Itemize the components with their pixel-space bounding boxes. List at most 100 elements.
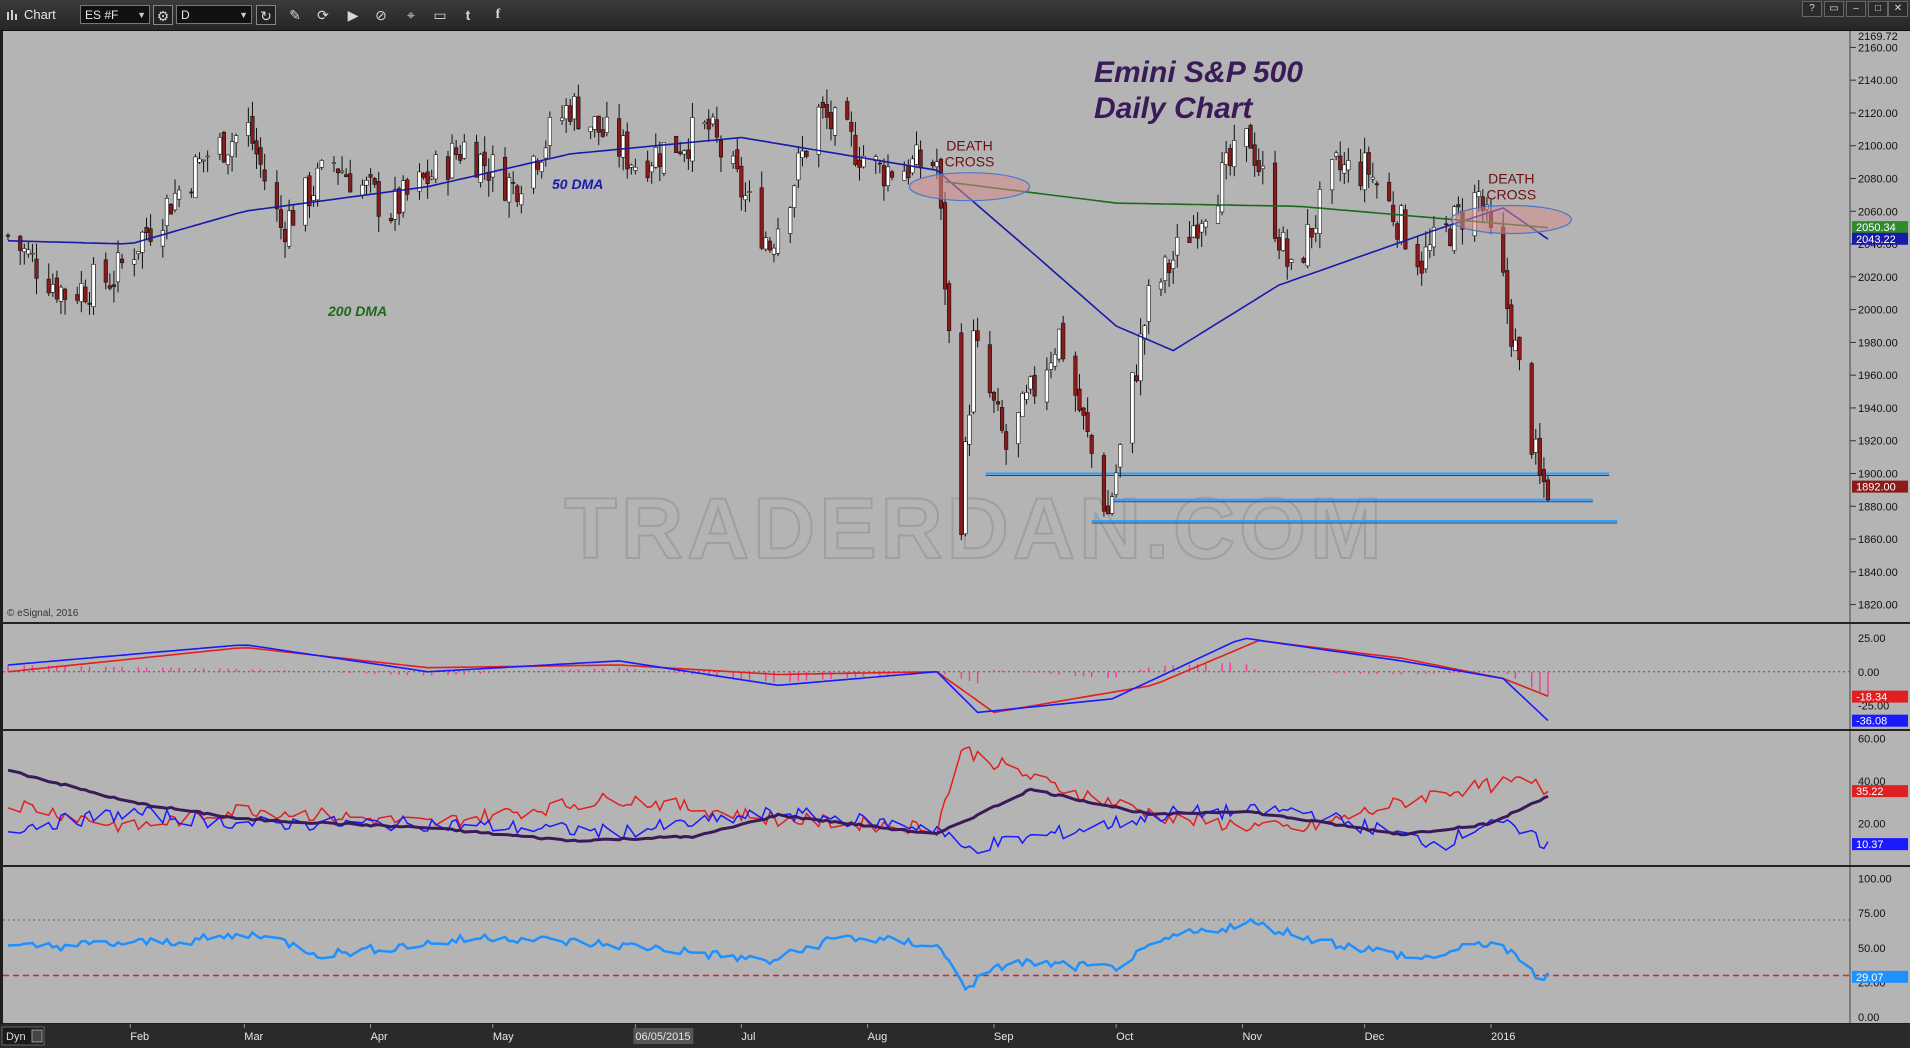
candle-body <box>1427 244 1432 251</box>
candle-body <box>1260 165 1265 169</box>
candles <box>5 84 1551 541</box>
twitter-icon[interactable]: t <box>465 7 471 23</box>
price-tick-label: 1820.00 <box>1858 600 1898 612</box>
symbol-input[interactable]: ES #F ▼ <box>80 5 150 24</box>
price-label-box <box>1852 232 1908 245</box>
candle-body <box>360 184 365 196</box>
candle-body <box>690 117 695 162</box>
candle-body <box>376 181 381 217</box>
candle-body <box>1358 161 1363 187</box>
close-button[interactable]: ✕ <box>1888 1 1908 17</box>
indicator-tick-label: 75.00 <box>1858 908 1886 920</box>
price-tick-label: 2140.00 <box>1858 75 1898 87</box>
candle-body <box>1281 232 1286 251</box>
candle-body <box>824 104 829 118</box>
candle-body <box>201 159 206 162</box>
date-tick-label: Mar <box>244 1031 263 1043</box>
candle-body <box>46 278 51 294</box>
price-tick-label: 2080.00 <box>1858 174 1898 186</box>
candle-body <box>967 414 972 445</box>
dmi-panel <box>3 731 1850 865</box>
candle-body <box>1105 505 1111 515</box>
candle-body <box>995 401 1001 405</box>
candle-body <box>1020 393 1025 418</box>
candle-body <box>1138 333 1143 382</box>
candle-body <box>828 112 834 130</box>
settings-icon[interactable]: ⚙ <box>153 5 173 25</box>
candle-body <box>1545 479 1551 501</box>
candle-body <box>645 160 650 179</box>
maximize-button[interactable]: □ <box>1868 1 1888 17</box>
chevron-down-icon[interactable]: ▼ <box>137 10 146 20</box>
tag-icon[interactable]: ⌖ <box>407 7 415 23</box>
candle-body <box>1419 260 1424 274</box>
candle-body <box>303 177 308 226</box>
candle-body <box>1513 339 1518 352</box>
candle-body <box>959 332 964 536</box>
price-tick-label: 2100.00 <box>1858 141 1898 153</box>
candle-body <box>278 209 284 228</box>
play-icon[interactable]: ▶ <box>347 7 359 23</box>
indicator-tick-label: 0.00 <box>1858 1012 1879 1024</box>
dmi-indicator: 60.00 40.00 20.00 35.22 10.37 <box>7 733 1908 855</box>
candle-body <box>617 118 622 157</box>
candle-body <box>225 154 231 165</box>
candle-body <box>661 142 666 174</box>
candle-body <box>1517 336 1522 361</box>
candle-body <box>1509 304 1514 347</box>
candle-body <box>975 330 980 341</box>
indicator-tick-label: 50.00 <box>1858 943 1886 955</box>
interval-select[interactable]: D ▼ <box>176 5 252 24</box>
candle-body <box>1415 243 1420 268</box>
indicator-value-label: -36.08 <box>1856 716 1887 728</box>
candle-body <box>759 187 764 249</box>
candle-body <box>771 247 776 255</box>
candle-body <box>942 202 948 290</box>
price-axis-panel <box>1850 31 1910 1023</box>
dyn-toggle-icon[interactable] <box>31 1029 43 1043</box>
candle-body <box>767 240 772 251</box>
candle-body <box>572 96 577 120</box>
candle-body <box>1342 164 1347 174</box>
candle-body <box>885 166 891 187</box>
candle-body <box>454 147 459 155</box>
candle-body <box>1244 128 1249 147</box>
candle-body <box>621 135 626 158</box>
candle-body <box>902 170 907 181</box>
watermark: TRADERDAN.COM <box>564 481 1385 577</box>
price-top-label: 2169.72 <box>1858 31 1898 43</box>
refresh-icon[interactable]: ↻ <box>256 5 276 25</box>
indicator-tick-label: 20.00 <box>1858 819 1886 831</box>
minimize-button[interactable]: – <box>1846 1 1866 17</box>
dyn-button[interactable]: Dyn <box>1 1026 45 1046</box>
chevron-down-icon[interactable]: ▼ <box>239 10 248 20</box>
menu-button[interactable]: ▭ <box>1824 1 1844 17</box>
indicator-value-box <box>1852 690 1908 703</box>
chat-icon[interactable]: ▭ <box>433 7 447 23</box>
cycle-icon[interactable]: ⟳ <box>317 7 329 23</box>
candle-body <box>564 105 569 120</box>
price-tick-label: 1940.00 <box>1858 403 1898 415</box>
chart-toolbar: Chart ES #F ▼ ⚙ D ▼ ↻ ✎ ⟳ ▶ ⊘ ⌖ ▭ t f ? … <box>0 0 1910 31</box>
candle-body <box>258 147 263 165</box>
candle-body <box>1228 148 1233 167</box>
chart-subtitle: Daily Chart <box>1094 92 1254 125</box>
candle-body <box>331 162 336 165</box>
draw-icon[interactable]: ✎ <box>289 7 301 23</box>
candle-body <box>340 170 345 173</box>
candle-body <box>649 165 654 173</box>
candle-body <box>934 161 939 168</box>
candle-body <box>629 164 634 168</box>
support-lines <box>985 472 1618 524</box>
price-tick-label: 2020.00 <box>1858 272 1898 284</box>
link-icon[interactable]: ⊘ <box>375 7 387 23</box>
candle-body <box>1167 263 1172 274</box>
candle-body <box>1175 237 1180 256</box>
help-button[interactable]: ? <box>1802 1 1822 17</box>
window-title: Chart <box>24 7 56 22</box>
candle-body <box>963 441 968 535</box>
macd-indicator: 25.00 0.00 -25.00-18.34 -36.08 <box>3 633 1908 728</box>
facebook-icon[interactable]: f <box>495 7 501 22</box>
